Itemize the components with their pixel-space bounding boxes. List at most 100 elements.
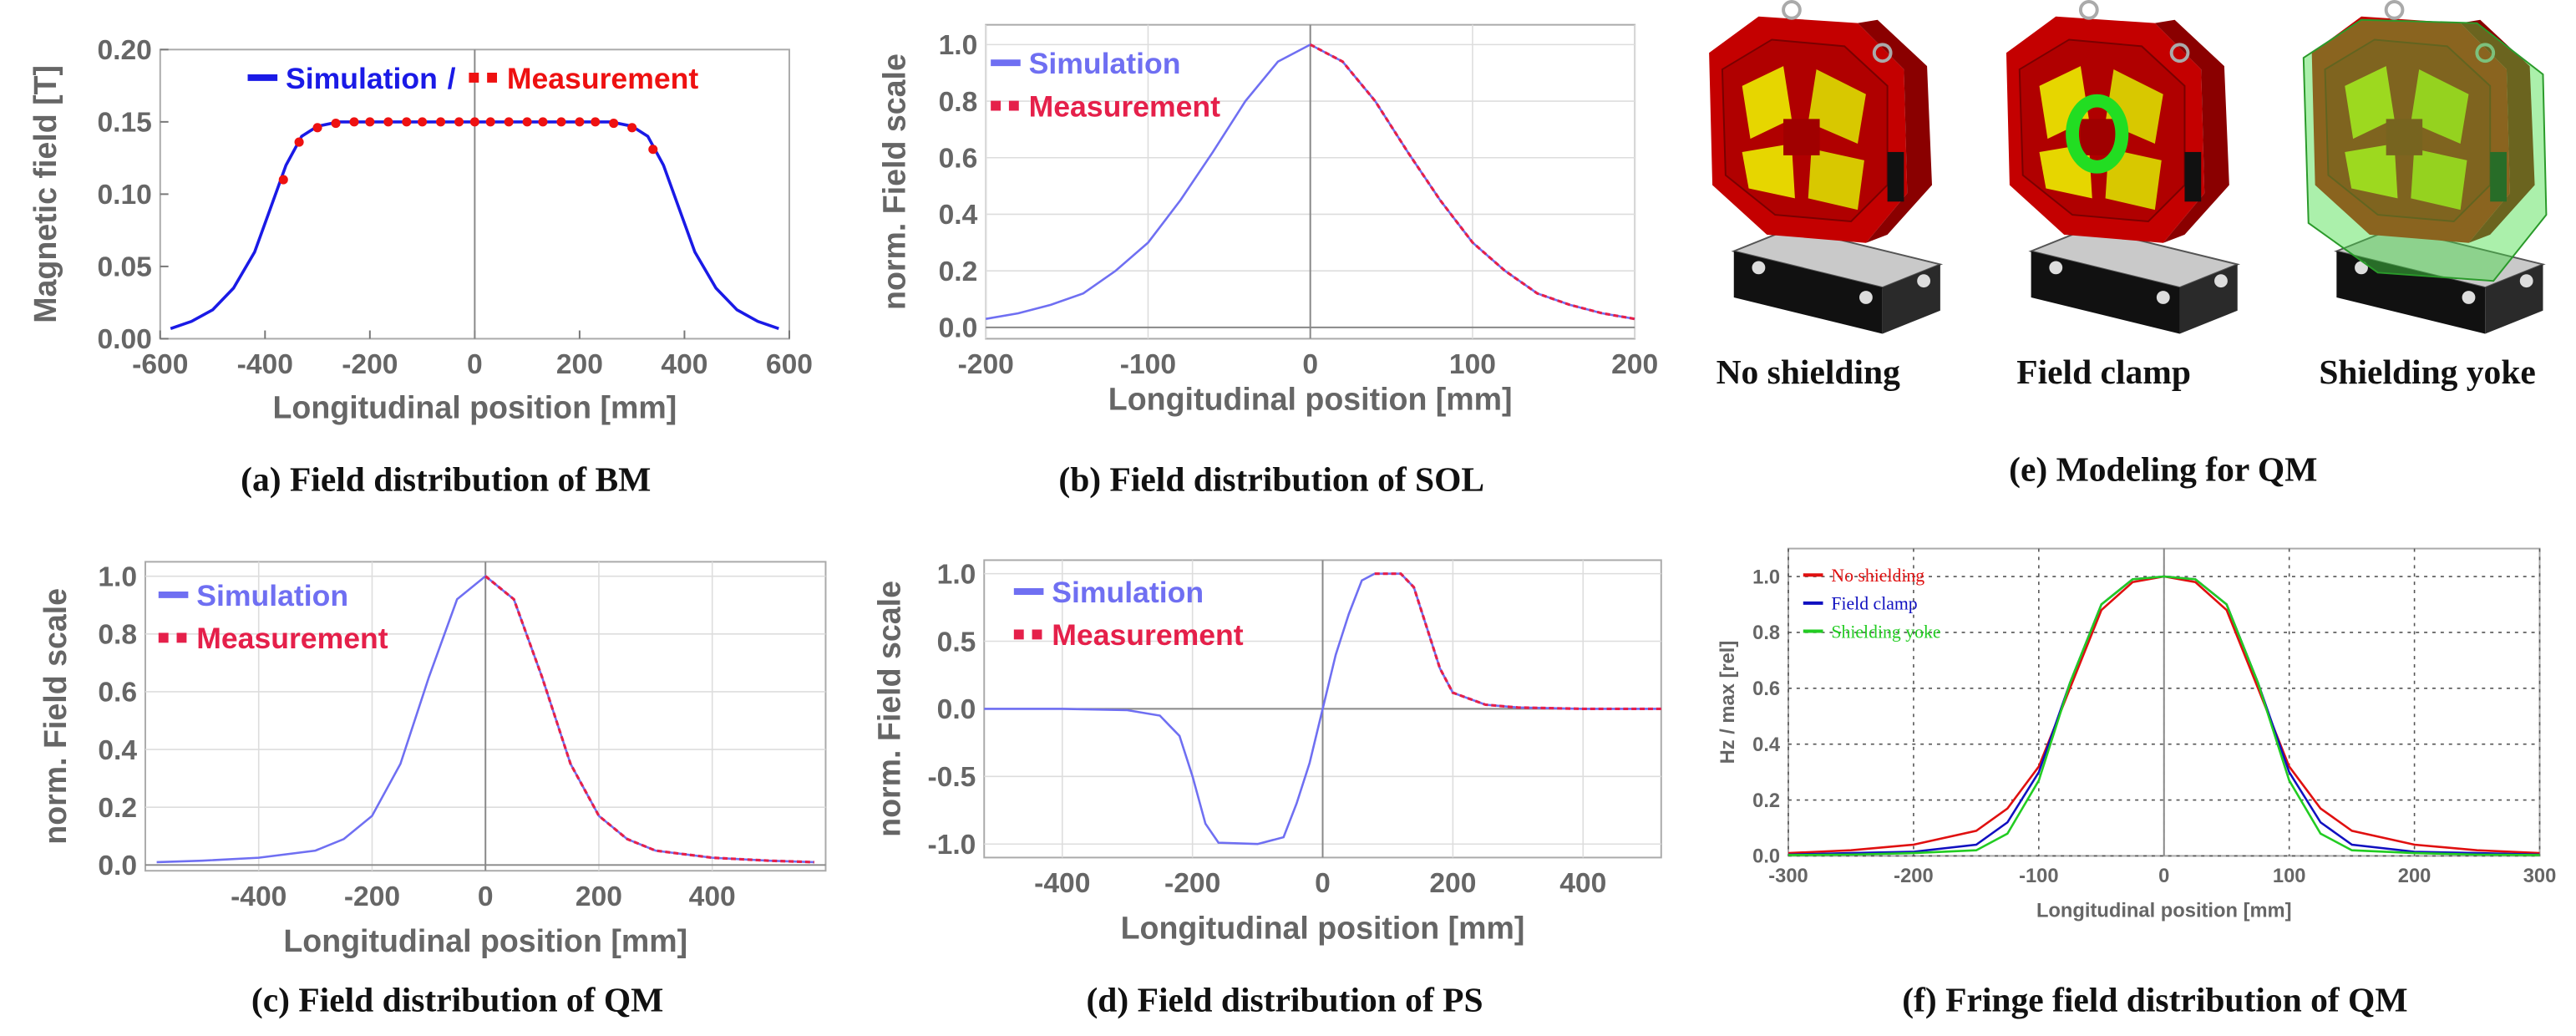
data-point (295, 138, 304, 147)
data-point (402, 117, 411, 126)
y-tick-label: -1.0 (927, 830, 976, 861)
x-tick-label: 0 (2158, 866, 2169, 887)
x-tick-label: -300 (1768, 866, 1808, 887)
x-tick-label: 200 (2398, 866, 2431, 887)
x-tick-label: -100 (2019, 866, 2058, 887)
y-tick-label: 0.6 (98, 678, 137, 708)
y-tick-label: 0.6 (939, 144, 978, 175)
magnet-shielding-yoke (2304, 2, 2547, 334)
x-tick-label: 0 (467, 349, 483, 380)
x-tick-label: -100 (1120, 349, 1176, 380)
data-point (648, 145, 657, 154)
x-tick-label: -200 (342, 349, 398, 380)
y-tick-label: 1.0 (1752, 566, 1780, 588)
legend-label: Simulation (1029, 47, 1181, 80)
data-point (591, 117, 600, 126)
y-axis-title: norm. Field scale (876, 53, 911, 310)
legend-marker (487, 73, 497, 83)
y-tick-label: 0.2 (939, 256, 978, 287)
magnet-field-clamp (2006, 2, 2238, 334)
data-point (454, 117, 464, 126)
legend-marker (991, 101, 1001, 111)
y-tick-label: 0.05 (97, 252, 151, 283)
data-point (556, 117, 565, 126)
data-point (505, 117, 514, 126)
data-point (538, 117, 547, 126)
magnet-no-shielding (1709, 2, 1940, 334)
panel-caption: (f) Fringe field distribution of QM (1902, 980, 2407, 1019)
x-tick-label: -400 (1034, 868, 1090, 899)
data-point (486, 117, 495, 126)
y-axis-title: norm. Field scale (38, 588, 73, 845)
legend-label: Simulation (1052, 576, 1204, 609)
x-tick-label: 200 (1429, 868, 1476, 899)
data-point (436, 117, 445, 126)
x-axis-title: Longitudinal position [mm] (283, 923, 687, 958)
data-point (313, 123, 322, 132)
x-tick-label: 600 (766, 349, 813, 380)
y-tick-label: 0.4 (98, 735, 137, 766)
legend-marker (159, 632, 169, 642)
y-tick-label: 0.6 (1752, 678, 1780, 700)
panel-caption: (b) Field distribution of SOL (1058, 460, 1484, 499)
legend-marker (1032, 629, 1042, 639)
data-point (627, 123, 636, 132)
y-tick-label: 0.0 (98, 851, 137, 881)
legend-label: Measurement (196, 622, 388, 655)
x-tick-label: -400 (231, 881, 287, 912)
x-tick-label: 200 (576, 881, 622, 912)
model-label: No shielding (1716, 353, 1901, 391)
y-tick-label: 0.0 (939, 313, 978, 344)
legend-label: Measurement (1029, 89, 1220, 123)
y-tick-label: 1.0 (98, 561, 137, 592)
y-tick-label: 0.8 (1752, 622, 1780, 644)
x-tick-label: 400 (689, 881, 736, 912)
y-tick-label: 0.00 (97, 324, 151, 355)
panel-caption: (e) Modeling for QM (2009, 449, 2317, 489)
x-tick-label: 100 (1449, 349, 1496, 380)
y-tick-label: 1.0 (937, 559, 976, 590)
y-tick-label: 0.0 (937, 694, 976, 725)
x-tick-label: 100 (2273, 866, 2306, 887)
x-axis-title: Longitudinal position [mm] (272, 389, 677, 424)
x-tick-label: -200 (958, 349, 1014, 380)
x-tick-label: 300 (2523, 866, 2557, 887)
legend-label: Simulation (196, 579, 348, 612)
legend-label: Shielding yoke (1831, 622, 1940, 642)
x-tick-label: 0 (478, 881, 494, 912)
legend-separator: / (448, 62, 456, 95)
y-tick-label: 0.2 (1752, 790, 1780, 812)
y-tick-label: 0.15 (97, 108, 151, 139)
data-point (365, 117, 374, 126)
y-tick-label: 0.2 (98, 793, 137, 824)
panel-caption: (c) Field distribution of QM (251, 980, 663, 1019)
data-point (349, 117, 358, 126)
x-axis-title: Longitudinal position [mm] (2036, 901, 2292, 922)
y-axis-title: Hz / max [rel] (1717, 641, 1739, 764)
y-tick-label: 0.8 (939, 87, 978, 118)
legend-marker (177, 632, 187, 642)
data-point (279, 175, 288, 185)
x-tick-label: -200 (1894, 866, 1933, 887)
x-tick-label: 200 (1611, 349, 1658, 380)
legend-marker (1014, 629, 1024, 639)
legend-label: Simulation (286, 62, 438, 95)
legend-label: Field clamp (1831, 594, 1917, 614)
data-point (575, 117, 584, 126)
x-tick-label: 0 (1302, 349, 1318, 380)
legend-label: Measurement (1052, 618, 1243, 652)
legend-label: No shielding (1831, 566, 1924, 586)
figure: No shielding Field clamp Shielding yoke … (0, 0, 2576, 1036)
data-point (609, 119, 618, 128)
y-axis-title: Magnetic field [T] (28, 65, 63, 323)
data-point (523, 117, 532, 126)
data-point (470, 117, 479, 126)
y-tick-label: 0.10 (97, 180, 151, 211)
y-tick-label: 0.0 (1752, 846, 1780, 868)
data-point (331, 119, 340, 128)
x-axis-title: Longitudinal position [mm] (1121, 910, 1525, 945)
x-axis-title: Longitudinal position [mm] (1108, 381, 1513, 416)
y-tick-label: 0.5 (937, 627, 976, 658)
legend-marker (1009, 101, 1019, 111)
panel-caption: (d) Field distribution of PS (1086, 980, 1483, 1019)
